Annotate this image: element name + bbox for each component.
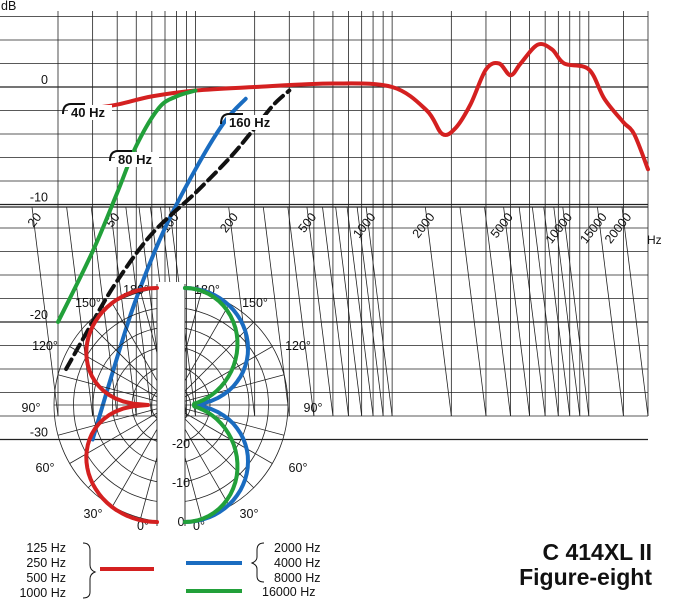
grid-line-slant	[543, 206, 571, 417]
legend-label: 16000 Hz	[262, 585, 316, 599]
legend-label: 1000 Hz	[19, 586, 66, 600]
polar-spoke	[57, 374, 163, 404]
x-tick-label: 5000	[488, 210, 516, 241]
grid-line-slant	[322, 206, 349, 417]
polar-angle-label: 30°	[84, 507, 103, 521]
polar-angle-label: 150°	[242, 296, 268, 310]
pattern-name: Figure-eight	[519, 564, 652, 590]
annotation-background	[115, 152, 159, 167]
polar-angle-label: 30°	[240, 507, 259, 521]
grid-line-slant	[424, 206, 452, 417]
polar-curve-low-frequencies	[84, 286, 159, 524]
low-cut-label: 80 Hz	[118, 152, 152, 167]
x-axis-label: Hz	[647, 233, 662, 247]
grid-line-slant	[109, 206, 137, 417]
polar-spoke	[177, 411, 255, 489]
low-cut-label: 160 Hz	[229, 115, 271, 130]
grid-line-slant	[356, 206, 384, 417]
x-tick-label: 1000	[350, 210, 378, 241]
response-curve-40-hz	[56, 88, 198, 324]
legend-label: 8000 Hz	[274, 571, 321, 585]
polar-radial-label: -20	[172, 437, 190, 451]
polar-spoke	[87, 411, 165, 489]
y-tick-label: -10	[30, 191, 48, 205]
y-tick-label: -30	[30, 426, 48, 440]
grid-line-slant	[346, 206, 374, 417]
legend-label: 4000 Hz	[274, 556, 321, 570]
legend-label: 250 Hz	[26, 556, 66, 570]
polar-pattern-chart: 0° 0°30° 30°60° 60°90° 90°120° 120°150° 150°18…	[22, 282, 323, 533]
grid-line-slant	[484, 206, 511, 417]
grid-line-slant	[621, 206, 649, 417]
legend-label: 2000 Hz	[274, 541, 321, 555]
low-cut-label: 40 Hz	[71, 105, 105, 120]
grid-line-slant	[597, 206, 624, 417]
polar-curve-16000hz	[183, 286, 240, 524]
polar-angle-label: 0°	[137, 519, 149, 533]
polar-angle-label: 90°	[22, 401, 41, 415]
y-axis-label: dB	[1, 0, 16, 13]
polar-angle-label: 120°	[32, 339, 58, 353]
grid-line-slant	[518, 206, 546, 417]
polar-angle-label: 120°	[285, 339, 311, 353]
x-tick-label: 500	[295, 210, 319, 235]
polar-angle-label: 60°	[289, 461, 308, 475]
legend-label: 500 Hz	[26, 571, 66, 585]
grid-line-slant	[335, 206, 363, 417]
polar-spoke	[178, 409, 273, 464]
response-curve-80-hz	[90, 96, 248, 442]
model-name: C 414XL II	[542, 539, 652, 565]
low-cut-filter-icon	[62, 103, 85, 115]
polar-spoke	[177, 321, 255, 399]
polar-angle-label: 150°	[75, 296, 101, 310]
polar-angle-label: 90°	[304, 401, 323, 415]
annotation-background	[68, 105, 112, 120]
legend-label: 125 Hz	[26, 541, 66, 555]
grid-line-slant	[459, 206, 487, 417]
response-curve-160-hz	[64, 88, 292, 371]
polar-radial-label: -10	[172, 476, 190, 490]
polar-spoke	[87, 321, 165, 399]
frequency-response-chart: +20+100-10-20-30dBHz20501002005001000200…	[0, 0, 662, 442]
grid-line-slant	[262, 206, 290, 417]
x-tick-label: 2000	[410, 210, 438, 241]
grid-line-slant	[306, 206, 334, 417]
x-tick-label: 200	[217, 210, 241, 235]
grid-line-slant	[531, 206, 559, 417]
polar-radial-label: 0	[178, 515, 185, 529]
low-cut-filter-icon	[220, 113, 243, 125]
grid-line-slant	[66, 206, 94, 417]
grid-line-slant	[31, 206, 59, 417]
polar-angle-label: 60°	[36, 461, 55, 475]
grid-line-slant	[553, 206, 581, 417]
response-curve-main	[90, 41, 650, 172]
chart-caption: C 414XL II Figure-eight	[519, 540, 652, 590]
y-tick-label: 0	[41, 73, 48, 87]
grid-line-slant	[562, 206, 590, 417]
y-tick-label: -20	[30, 308, 48, 322]
grid-line-slant	[287, 206, 315, 417]
grid-line-slant	[503, 206, 530, 417]
polar-spoke	[57, 406, 163, 436]
polar-angle-label: 0°	[193, 519, 205, 533]
legend-brace	[82, 542, 97, 599]
polar-center-gap	[157, 282, 185, 528]
legend-brace	[250, 542, 265, 583]
x-tick-label: 20	[25, 210, 45, 230]
low-cut-filter-icon	[109, 150, 132, 162]
polar-spoke	[69, 409, 164, 464]
polar-spoke	[178, 346, 273, 401]
grid-line-slant	[365, 206, 393, 417]
annotation-background	[226, 115, 270, 130]
